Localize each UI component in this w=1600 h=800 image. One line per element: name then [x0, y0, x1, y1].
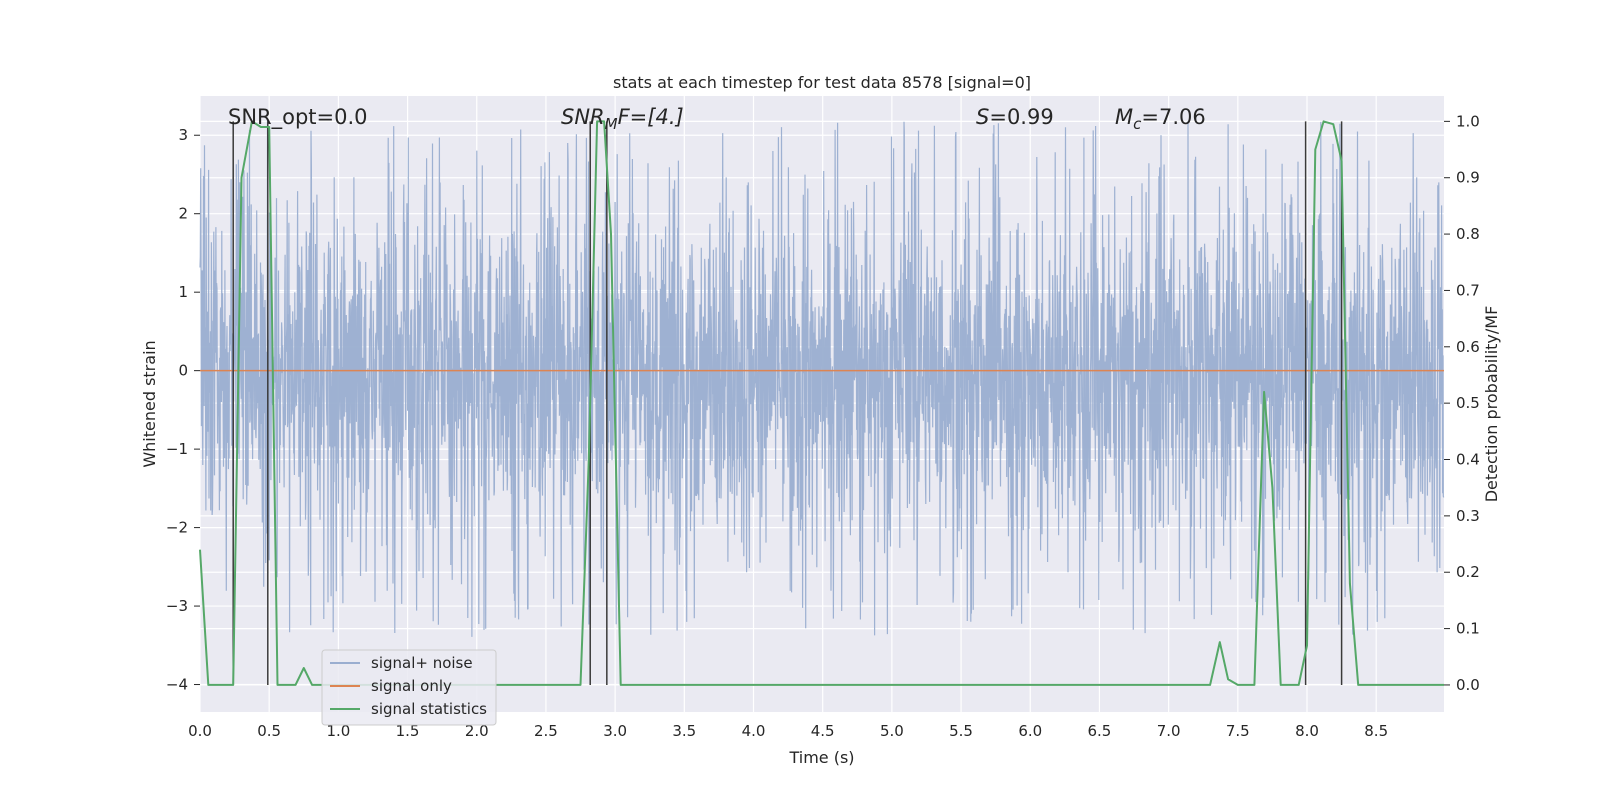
- annotation-s: S=0.99: [976, 105, 1054, 129]
- annotation-snr-mf-rest: F=[4.]: [618, 105, 684, 129]
- y-right-tick-label-8: 0.8: [1456, 225, 1480, 243]
- x-tick-label-12: 6.0: [1018, 722, 1042, 740]
- annotation-mc-base: M: [1115, 105, 1133, 129]
- x-tick-label-9: 4.5: [811, 722, 835, 740]
- x-tick-label-11: 5.5: [949, 722, 973, 740]
- x-tick-label-13: 6.5: [1088, 722, 1112, 740]
- x-tick-label-1: 0.5: [257, 722, 281, 740]
- y-right-tick-label-5: 0.5: [1456, 394, 1480, 412]
- y-right-tick-label-9: 0.9: [1456, 169, 1480, 187]
- y-axis-label-right: Detection probability/MF: [1482, 306, 1501, 503]
- annotation-snr-mf-sub: M: [605, 115, 618, 133]
- y-left-tick-label-1: −3: [166, 597, 188, 615]
- x-tick-label-6: 3.0: [603, 722, 627, 740]
- series-signal-statistics: [199, 120, 1444, 686]
- x-tick-label-5: 2.5: [534, 722, 558, 740]
- y-right-tick-label-3: 0.3: [1456, 507, 1480, 525]
- annotation-mc-rest: =7.06: [1141, 105, 1205, 129]
- x-tick-label-2: 1.0: [326, 722, 350, 740]
- x-tick-label-4: 2.0: [465, 722, 489, 740]
- y-left-tick-label-3: −1: [166, 440, 188, 458]
- x-tick-label-7: 3.5: [672, 722, 696, 740]
- y-right-tick-label-2: 0.2: [1456, 563, 1480, 581]
- x-tick-label-8: 4.0: [742, 722, 766, 740]
- y-left-tick-label-5: 1: [178, 283, 188, 301]
- y-left-tick-label-4: 0: [178, 362, 188, 380]
- y-right-tick-label-10: 1.0: [1456, 112, 1480, 130]
- y-right-tick-label-1: 0.1: [1456, 620, 1480, 638]
- x-tick-label-0: 0.0: [188, 722, 212, 740]
- x-tick-label-16: 8.0: [1295, 722, 1319, 740]
- annotation-snr-mf-base: SNR: [561, 105, 605, 129]
- annotation-s-rest: =0.99: [989, 105, 1053, 129]
- signal-statistics-line: [199, 120, 1444, 686]
- x-tick-label-3: 1.5: [396, 722, 420, 740]
- y-right-tick-label-7: 0.7: [1456, 281, 1480, 299]
- chart-title: stats at each timestep for test data 857…: [613, 73, 1031, 92]
- annotation-mc: Mc=7.06: [1115, 105, 1206, 133]
- x-tick-label-17: 8.5: [1364, 722, 1388, 740]
- y-right-tick-label-4: 0.4: [1456, 451, 1480, 469]
- y-right-tick-label-6: 0.6: [1456, 338, 1480, 356]
- y-axis-label-left: Whitened strain: [140, 340, 159, 467]
- annotation-snr-mf: SNRMF=[4.]: [561, 105, 684, 133]
- y-left-tick-label-0: −4: [166, 676, 188, 694]
- annotation-s-var: S: [976, 105, 989, 129]
- tick-labels: 0.0 0.5 1.0 1.5 2.0 2.5 3.0 3.5 4.0 4.5 5.0 5.5 6.0 6…: [166, 112, 1480, 740]
- signal-noise-line: [199, 119, 1445, 637]
- annotation-mc-sub: c: [1133, 115, 1142, 133]
- legend-label-signal-statistics: signal statistics: [371, 700, 487, 718]
- legend-label-signal-only: signal only: [371, 677, 452, 695]
- x-tick-label-10: 5.0: [880, 722, 904, 740]
- y-left-tick-label-2: −2: [166, 519, 188, 537]
- y-right-tick-label-0: 0.0: [1456, 676, 1480, 694]
- series-signal-noise: [199, 119, 1445, 637]
- x-tick-label-14: 7.0: [1157, 722, 1181, 740]
- annotation-snr-opt: SNR_opt=0.0: [228, 105, 368, 130]
- legend: signal+ noise signal only signal statist…: [321, 649, 497, 726]
- x-axis-label: Time (s): [788, 748, 854, 767]
- x-tick-label-15: 7.5: [1226, 722, 1250, 740]
- y-left-tick-label-6: 2: [178, 205, 188, 223]
- y-left-tick-label-7: 3: [178, 126, 188, 144]
- legend-box: [321, 649, 497, 726]
- annotations: SNR_opt=0.0 SNRMF=[4.] S=0.99 Mc=7.06: [228, 105, 1206, 133]
- legend-label-signal-noise: signal+ noise: [371, 654, 473, 672]
